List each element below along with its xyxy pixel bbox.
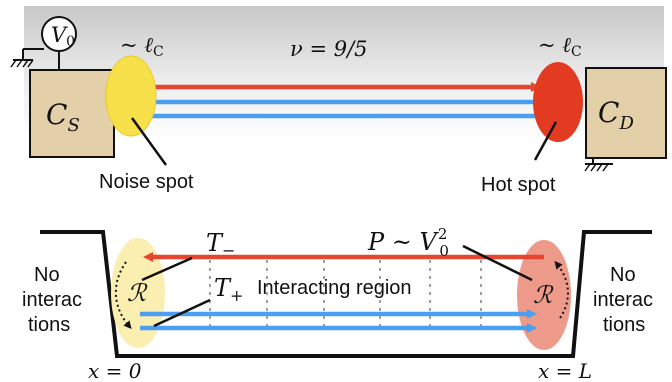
right-reservoir-symbol: ℛ (533, 281, 554, 309)
right-no-interactions-line-1: No (610, 264, 636, 286)
hot-spot-label: Hot spot (481, 174, 556, 196)
t-plus-sub: + (230, 286, 243, 305)
drain-contact (585, 67, 667, 159)
power-sup: 2 (438, 225, 448, 243)
hot-spot-pointer (533, 121, 558, 161)
hot-spot (533, 62, 583, 142)
right-no-interactions-line-2: interac (593, 289, 653, 311)
svg-text:T+: T+ (214, 274, 243, 305)
top-panel: V0 CS CD ~ ℓC ~ ℓC ν = 9/5 Noise spot Ho… (10, 6, 667, 196)
source-contact-sub: S (67, 115, 79, 136)
svg-text:P ~ V20: P ~ V2 0 (367, 225, 449, 260)
left-no-interactions-line-2: interac (22, 289, 82, 311)
length-scale-left-sub: C (153, 44, 164, 60)
svg-text:T−: T− (206, 229, 235, 260)
power-label: P ~ V (367, 228, 440, 256)
right-no-interactions-line-3: tions (603, 314, 645, 336)
drain-contact-sub: D (618, 113, 634, 134)
left-boundary-label: x = 0 (88, 359, 142, 382)
t-plus-pointer (153, 298, 211, 328)
voltage-label: V (51, 23, 68, 47)
drain-ground-icon (584, 158, 613, 172)
t-minus-pointer (141, 256, 193, 282)
noise-spot-label: Noise spot (99, 171, 194, 193)
source-contact-label: C (46, 98, 67, 131)
power-pointer (462, 244, 533, 282)
voltage-source: V0 (10, 16, 77, 70)
svg-text:~ ℓC: ~ ℓC (120, 33, 164, 60)
source-contact (29, 69, 115, 158)
svg-text:CS: CS (46, 98, 80, 136)
t-minus-label: T (206, 229, 224, 257)
svg-text:V0: V0 (51, 23, 75, 50)
left-no-interactions-line-3: tions (28, 314, 70, 336)
noise-spot (105, 55, 157, 137)
right-no-interactions: No interac tions (593, 264, 659, 336)
right-boundary-label: x = L (538, 359, 592, 382)
svg-text:CD: CD (598, 96, 634, 134)
left-no-interactions: No interac tions (22, 264, 88, 336)
drain-contact-label: C (598, 96, 619, 129)
left-reservoir-circulation-icon (114, 261, 132, 330)
left-reservoir-symbol: ℛ (127, 279, 148, 307)
t-minus-sub: − (222, 241, 235, 260)
svg-text:~ ℓC: ~ ℓC (538, 33, 582, 60)
noise-spot-pointer (130, 117, 168, 166)
region-dividers (209, 260, 482, 328)
power-sub: 0 (439, 242, 449, 260)
left-no-interactions-line-1: No (34, 264, 60, 286)
bottom-panel: ℛ ℛ T− T+ P ~ V2 0 Interacting region No … (22, 225, 659, 382)
voltage-sub: 0 (66, 34, 75, 50)
length-scale-right: ~ ℓ (538, 33, 571, 57)
interacting-region-label: Interacting region (257, 277, 412, 299)
length-scale-left: ~ ℓ (120, 33, 153, 57)
filling-factor-label: ν = 9/5 (290, 37, 368, 61)
t-plus-label: T (214, 274, 232, 302)
length-scale-right-sub: C (571, 44, 582, 60)
confinement-potential (40, 230, 652, 358)
right-reservoir-circulation-icon (554, 260, 569, 319)
